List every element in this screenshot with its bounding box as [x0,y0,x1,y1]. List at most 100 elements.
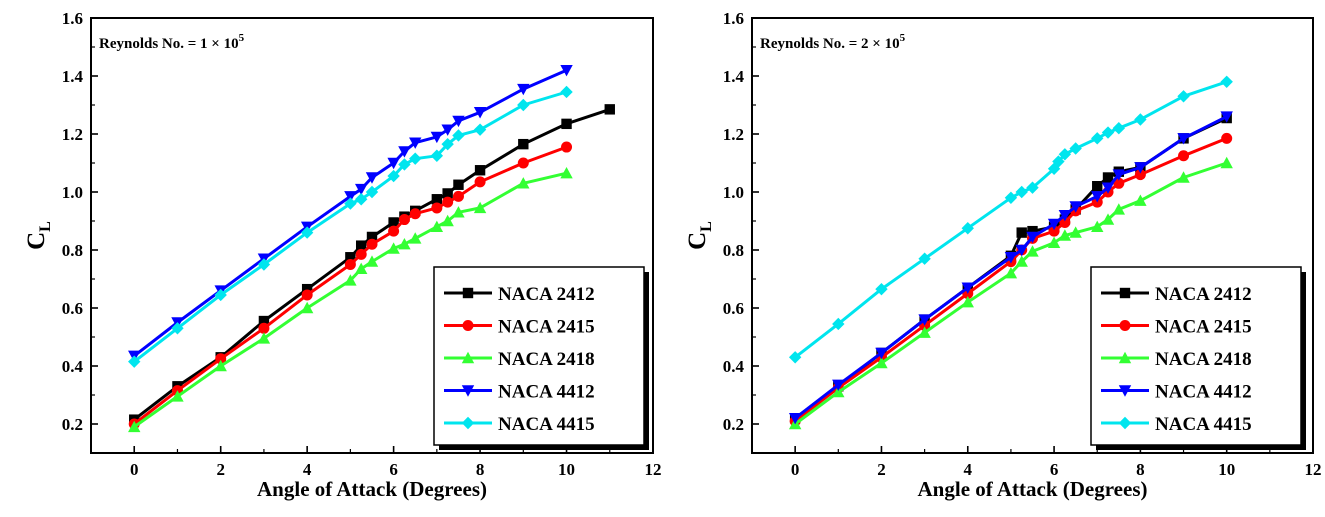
data-point [258,315,270,327]
data-point [1047,236,1061,248]
data-point [517,157,529,169]
data-point [1058,148,1072,161]
y-tick-label: 0.4 [723,357,745,376]
data-point [473,123,487,136]
data-point [1048,225,1060,237]
data-point [257,258,271,271]
x-tick-label: 12 [645,460,662,479]
y-axis-label-subscript: L [698,221,715,232]
data-point [441,137,454,151]
data-point [441,124,454,136]
data-point [1004,252,1018,264]
data-point [875,282,888,296]
data-point [1047,218,1061,231]
data-point [1004,191,1018,204]
data-point [344,259,356,270]
data-point [875,356,888,369]
data-point [387,157,400,170]
data-point [409,137,422,149]
data-point [1101,213,1115,225]
data-point [1113,177,1125,189]
data-point [1091,191,1104,203]
x-tick-label: 2 [877,460,886,479]
legend-swatch-marker [462,320,474,331]
data-point [398,238,411,250]
legend-label: NACA 4412 [498,382,595,403]
data-point [1134,194,1147,206]
data-point [1091,132,1104,145]
data-point [398,214,410,226]
data-point [398,158,411,171]
data-point [452,129,465,142]
data-point [918,314,931,326]
series-naca-4415 [128,85,573,368]
legend-label: NACA 2412 [498,284,595,305]
series-naca-2418 [788,156,1233,430]
reynolds-annotation-text: Reynolds No. = 1 × 10 [99,36,239,52]
data-point [961,296,974,308]
y-tick-label: 1.0 [62,183,83,202]
data-point [1112,203,1126,215]
legend-label: NACA 4415 [1155,414,1252,435]
data-point [366,238,378,250]
data-point [258,322,270,334]
legend-swatch-marker [1118,351,1132,364]
data-point [442,196,454,208]
y-tick-label: 0.6 [62,299,83,318]
legend-entry: NACA 4415 [444,414,595,435]
y-axis-label-main: C [23,232,50,250]
data-point [1069,201,1082,213]
data-point [1059,216,1071,228]
data-point [355,248,367,260]
y-tick-label: 1.2 [723,125,744,144]
data-point [171,322,184,335]
x-tick-label: 4 [303,460,312,479]
legend-entry: NACA 2415 [444,317,595,338]
data-point [345,252,356,263]
data-point [1220,75,1233,88]
series-naca-4412 [788,111,1233,425]
legend: NACA 2412 NACA 2415 NACA 2418 NACA 4412 NACA… [433,266,649,450]
data-point [561,118,572,130]
data-point [452,190,464,202]
data-point [1101,182,1115,194]
data-point [474,176,486,188]
data-point [1004,267,1018,279]
data-point [388,217,399,228]
series-naca-4412 [128,65,573,363]
data-point [1112,122,1126,135]
legend-entry: NACA 2418 [1101,349,1252,370]
x-tick-label: 0 [791,460,800,479]
data-point [409,232,422,244]
y-tick-label: 0.2 [723,415,744,434]
data-point [1221,132,1233,144]
data-point [354,193,368,206]
data-point [560,65,573,77]
reynolds-annotation: Reynolds No. = 1 × 105 [99,32,245,52]
legend-entry: NACA 4415 [1101,414,1252,435]
y-tick-label: 0.8 [723,241,744,260]
data-point [1015,185,1028,199]
reynolds-annotation: Reynolds No. = 2 × 105 [760,32,906,52]
y-tick-label: 0.2 [62,415,83,434]
x-tick-label: 6 [1050,460,1059,479]
legend-entry: NACA 2415 [1101,317,1252,338]
series-naca-4415 [788,75,1233,364]
data-point [365,255,379,267]
data-point [1058,229,1072,241]
plot-frame [90,17,654,454]
data-point [1015,244,1028,257]
data-point [431,202,443,214]
data-point [1058,210,1072,222]
data-point [918,326,931,338]
data-point [473,107,487,119]
data-point [832,379,845,392]
data-point [1112,169,1126,181]
data-point [365,185,379,199]
y-tick-label: 1.6 [723,9,744,28]
data-point [344,197,357,210]
y-tick-label: 0.4 [62,357,84,376]
data-point [430,220,444,232]
data-point [560,166,573,179]
